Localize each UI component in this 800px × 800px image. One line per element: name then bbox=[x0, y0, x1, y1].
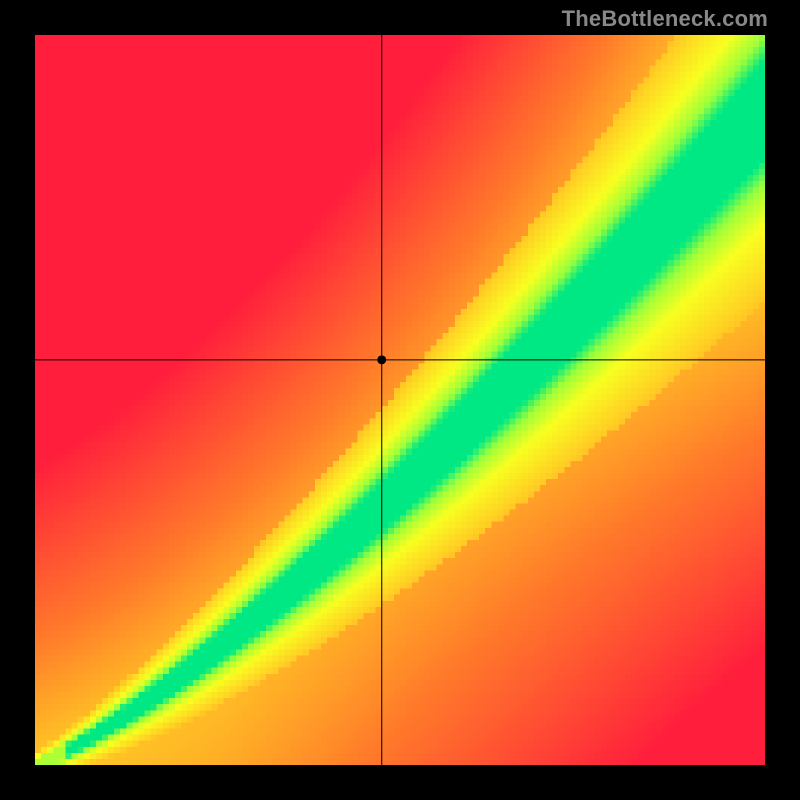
bottleneck-heatmap bbox=[35, 35, 765, 765]
watermark-text: TheBottleneck.com bbox=[562, 6, 768, 32]
chart-container: TheBottleneck.com bbox=[0, 0, 800, 800]
